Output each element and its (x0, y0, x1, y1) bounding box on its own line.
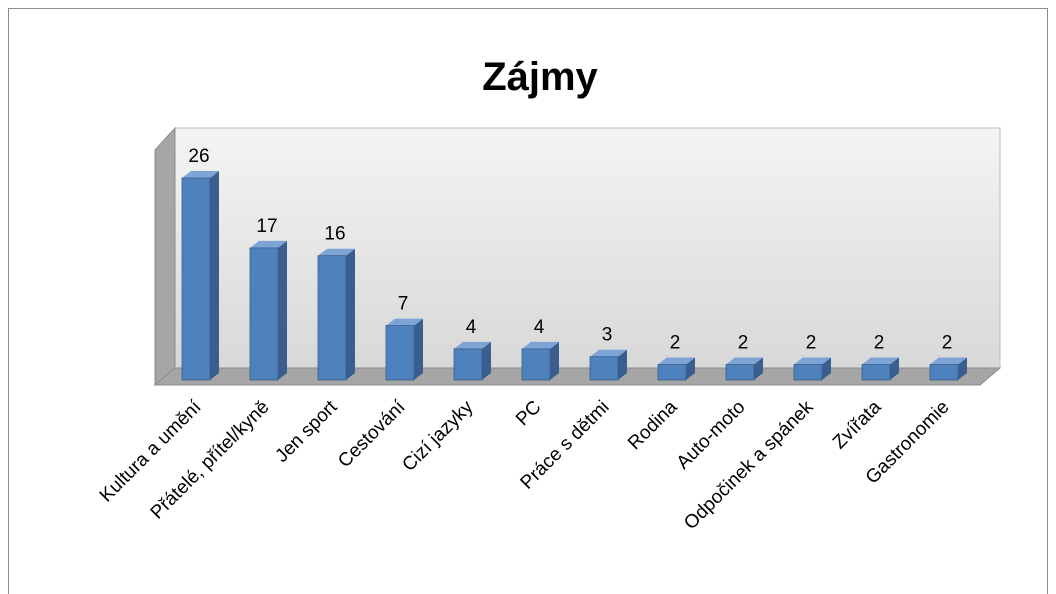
bar-top (862, 357, 899, 365)
data-label: 17 (256, 216, 277, 237)
bar (385, 318, 423, 381)
data-label: 2 (942, 332, 953, 353)
bar-side (890, 357, 899, 380)
data-label: 26 (188, 146, 209, 167)
bar-front (385, 325, 415, 381)
bar-front (861, 364, 891, 381)
bar-front (929, 364, 959, 381)
data-label: 16 (324, 224, 345, 245)
data-label: 2 (874, 332, 885, 353)
bar (589, 349, 627, 381)
data-label: 4 (466, 317, 477, 338)
data-label: 3 (602, 325, 613, 346)
bar-top (522, 341, 559, 349)
bar-front (793, 364, 823, 381)
bar-top (454, 341, 491, 349)
data-label: 4 (534, 317, 545, 338)
bar-top (182, 171, 219, 178)
bar (793, 357, 831, 381)
chart-title: Zájmy (482, 55, 598, 99)
bar-side (958, 357, 967, 380)
bar (929, 357, 967, 381)
bar-top (318, 248, 355, 256)
bar-side (346, 248, 355, 380)
bar-front (657, 364, 687, 381)
data-label: 2 (806, 332, 817, 353)
bar-top (590, 349, 627, 357)
bar (453, 341, 491, 381)
bar-side (822, 357, 831, 380)
bar-top (930, 357, 967, 365)
bar-side (686, 357, 695, 380)
data-label: 7 (398, 294, 409, 315)
bar-front (317, 255, 347, 381)
bar-top (658, 357, 695, 365)
bar-front (589, 356, 619, 381)
bar-side (550, 341, 559, 380)
floor (153, 367, 1002, 386)
bar (317, 248, 355, 381)
bar-side (414, 318, 423, 380)
bar-side (210, 171, 219, 380)
bar (861, 357, 899, 381)
data-label: 2 (670, 332, 681, 353)
bar-side (482, 341, 491, 380)
bar-front (725, 364, 755, 381)
side-wall (154, 126, 176, 387)
bar (657, 357, 695, 381)
bar-side (278, 240, 287, 380)
bar-top (726, 357, 763, 365)
bar-front (453, 348, 483, 381)
bar (181, 171, 219, 381)
bar-top (794, 357, 831, 365)
bar-front (249, 247, 279, 381)
bar-front (181, 177, 211, 381)
bar-side (618, 349, 627, 380)
bar-front (521, 348, 551, 381)
bar (725, 357, 763, 381)
bar (249, 240, 287, 381)
bar-top (250, 240, 287, 248)
bar (521, 341, 559, 381)
data-label: 2 (738, 332, 749, 353)
bar-top (386, 318, 423, 326)
bar-side (754, 357, 763, 380)
